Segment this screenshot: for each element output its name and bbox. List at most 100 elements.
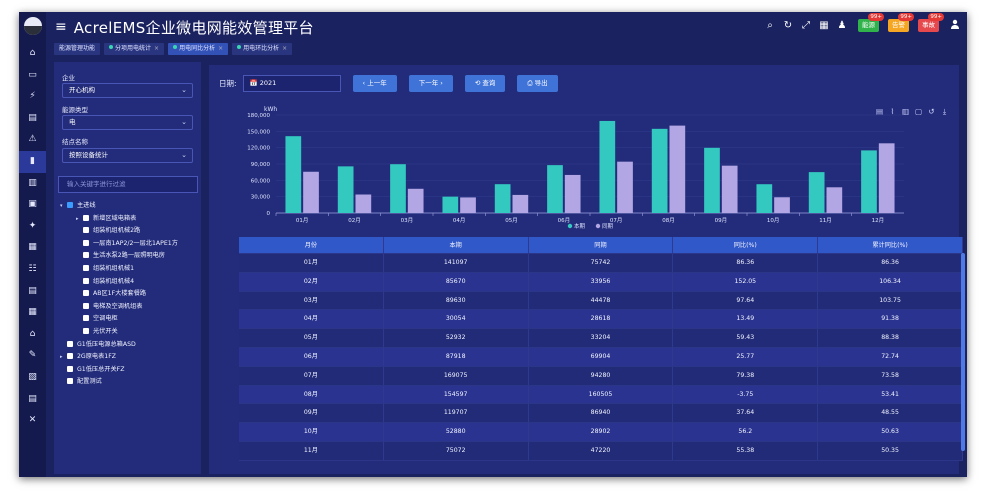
caret-right-icon[interactable]: ▸ [76, 215, 79, 222]
table-row[interactable]: 08月 154597 160505 -3.75 53.41 [239, 385, 963, 405]
notice-pill-2[interactable]: 事故 99+ [918, 13, 944, 32]
tree-node[interactable]: 组装机组机械4 [60, 276, 198, 289]
tree-node[interactable]: ▾ 主进线 [60, 200, 198, 213]
tree-node[interactable]: G1低压总开关FZ [60, 364, 198, 377]
tree-node[interactable]: 生活水泵2路一层照明电房 [60, 250, 198, 263]
table-row[interactable]: 07月 169075 94280 79.38 73.58 [239, 366, 963, 386]
menu-toggle-icon[interactable]: ≡ [55, 19, 67, 35]
tree-checkbox[interactable] [83, 302, 89, 309]
tree-node[interactable]: ▸ 新增区域电箱表 [60, 213, 198, 226]
search-icon[interactable]: ⌕ [767, 20, 773, 31]
grid-icon[interactable]: ☷ [28, 263, 37, 274]
energy-icon[interactable]: ⚡ [29, 91, 36, 102]
report-icon[interactable]: ▤ [28, 112, 37, 123]
tree-checkbox[interactable] [67, 365, 73, 372]
save-icon[interactable]: ▤ [875, 107, 884, 116]
caret-right-icon[interactable]: ▸ [60, 354, 63, 361]
tree-checkbox[interactable] [83, 290, 89, 297]
tree-checkbox[interactable] [83, 277, 89, 284]
close-icon[interactable]: × [218, 45, 224, 52]
tree-node[interactable]: 一层南1AP2/2一层北1APE1方 [60, 238, 198, 251]
line-icon[interactable]: ⌇ [890, 107, 895, 116]
company-select[interactable]: 开心机构 ⌄ [62, 83, 193, 98]
tree-node[interactable]: 光伏开关 [60, 326, 198, 339]
bar-icon[interactable]: ▥ [901, 107, 910, 116]
tree-node[interactable]: 电梯及空调机组表 [60, 301, 198, 314]
tree-checkbox[interactable] [67, 378, 73, 385]
close-icon[interactable]: × [282, 45, 288, 52]
tree-checkbox[interactable] [83, 252, 89, 259]
tree-checkbox[interactable] [83, 227, 89, 234]
energy-type-select[interactable]: 电 ⌄ [62, 115, 193, 130]
analysis-icon[interactable]: ▮ [19, 150, 46, 173]
tree-node[interactable]: 组装机组机械1 [60, 263, 198, 276]
tab-1[interactable]: 分项用电统计 × [104, 43, 165, 55]
tree-checkbox[interactable] [67, 353, 73, 360]
device-icon[interactable]: ▦ [28, 242, 37, 253]
user-icon[interactable] [949, 19, 961, 32]
edit-icon[interactable]: ✎ [28, 350, 37, 361]
tree-checkbox[interactable] [83, 315, 89, 322]
image-icon[interactable]: ▦ [819, 20, 829, 31]
tree-node[interactable]: ▸ 2G原电表1FZ [60, 351, 198, 364]
table-row[interactable]: 09月 119707 86940 37.64 48.55 [239, 404, 963, 424]
tab-0[interactable]: 能源管理功能 [54, 43, 101, 55]
tree-node[interactable]: 配置测试 [60, 376, 198, 389]
tree-checkbox[interactable] [67, 340, 73, 347]
download-icon[interactable]: ⤓ [942, 107, 947, 116]
table-row[interactable]: 02月 85670 33956 152.05 106.34 [239, 272, 963, 292]
notice-pill-0[interactable]: 能源 99+ [858, 13, 884, 32]
export-button[interactable]: ⎙ 导出 [517, 75, 558, 92]
screen-icon[interactable]: ▣ [28, 199, 37, 210]
tree-checkbox[interactable] [83, 239, 89, 246]
tab-2[interactable]: 用电同比分析 × [168, 43, 229, 55]
table-row[interactable]: 06月 87918 69904 25.77 72.74 [239, 347, 963, 367]
tools-icon[interactable]: ✕ [28, 415, 37, 426]
tree-node[interactable]: 空调电柜 [60, 313, 198, 326]
next-year-button[interactable]: 下一年 › [408, 75, 453, 92]
building-icon[interactable]: ⌂ [29, 328, 36, 339]
refresh-icon[interactable]: ↻ [783, 20, 793, 31]
tree-search-input[interactable]: 输入关键字进行过滤 [58, 176, 198, 193]
tree-checkbox[interactable] [67, 202, 73, 208]
dimension-select[interactable]: 按照设备统计 ⌄ [62, 148, 193, 163]
stack-icon[interactable]: ▢ [914, 107, 923, 116]
tree-checkbox[interactable] [83, 214, 89, 221]
theme-icon[interactable]: ♟ [837, 20, 847, 31]
column-header[interactable]: 累计同比(%) [818, 237, 963, 253]
restore-icon[interactable]: ↺ [928, 107, 935, 116]
monitor-icon[interactable]: ▭ [28, 69, 37, 80]
caret-down-icon[interactable]: ▾ [60, 203, 63, 209]
chart-icon[interactable]: ▥ [28, 177, 37, 188]
table-row[interactable]: 04月 30054 28618 13.49 91.38 [239, 310, 963, 330]
column-header[interactable]: 月份 [239, 237, 384, 253]
table-row[interactable]: 03月 89630 44478 97.64 103.75 [239, 291, 963, 311]
column-header[interactable]: 本期 [384, 237, 529, 253]
year-picker[interactable]: 📅 2021 [242, 75, 341, 92]
image-icon[interactable]: ▧ [28, 371, 37, 382]
tree-node[interactable]: AB区1F大楼套餐路 [60, 288, 198, 301]
tree-checkbox[interactable] [83, 264, 89, 271]
tree-node[interactable]: 组装机组机械2路 [60, 225, 198, 238]
close-icon[interactable]: × [154, 45, 160, 52]
column-header[interactable]: 同比(%) [673, 237, 819, 253]
table-row[interactable]: 05月 52932 33204 59.43 88.38 [239, 329, 963, 348]
table-row[interactable]: 10月 52880 28902 56.2 50.63 [239, 423, 963, 442]
doc-icon[interactable]: ▤ [28, 393, 37, 404]
home-icon[interactable]: ⌂ [29, 48, 36, 58]
tab-3[interactable]: 用电环比分析 × [232, 43, 293, 55]
notice-pill-1[interactable]: 告警 99+ [888, 13, 914, 32]
table-icon[interactable]: ▤ [28, 285, 37, 296]
table-row[interactable]: 01月 141097 75742 86.36 86.36 [239, 254, 963, 273]
column-header[interactable]: 同期 [529, 237, 674, 253]
prev-year-button[interactable]: ‹ 上一年 [352, 75, 397, 92]
table-row[interactable]: 11月 75072 47220 55.38 50.35 [239, 441, 963, 461]
tree-checkbox[interactable] [83, 327, 89, 334]
fullscreen-icon[interactable]: ⤢ [802, 20, 810, 31]
alarm-icon[interactable]: ⚠ [28, 134, 37, 145]
calendar-icon[interactable]: ▦ [28, 307, 37, 318]
light-icon[interactable]: ✦ [28, 220, 37, 231]
tree-node[interactable]: G1低压电源总箱ASD [60, 339, 198, 352]
table-scrollbar[interactable] [961, 253, 965, 451]
query-button[interactable]: ⟲ 查询 [464, 75, 506, 92]
